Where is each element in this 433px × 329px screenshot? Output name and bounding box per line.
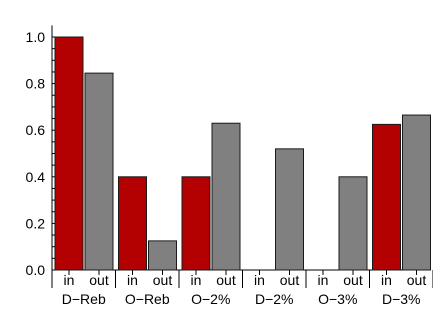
y-tick-label: 0.4	[26, 169, 46, 185]
y-tick-label: 0.8	[26, 76, 46, 92]
bar-label: out	[89, 272, 109, 288]
bar-label: out	[153, 272, 173, 288]
bar-in	[181, 176, 211, 271]
bar-label: out	[407, 272, 427, 288]
bar-label: in	[318, 272, 329, 288]
bar-out	[84, 72, 114, 271]
bar-label: in	[191, 272, 202, 288]
bar-label: in	[381, 272, 392, 288]
bar-label: in	[64, 272, 75, 288]
y-tick-label: 0.2	[26, 215, 46, 231]
bar-label: out	[280, 272, 300, 288]
bar-label: in	[127, 272, 138, 288]
bar-out	[148, 240, 177, 271]
bar-label: out	[343, 272, 363, 288]
bar-label: in	[254, 272, 265, 288]
category-label: D−Reb	[62, 291, 106, 307]
bar-label: out	[216, 272, 236, 288]
category-label: D−2%	[255, 291, 294, 307]
bars	[54, 36, 431, 271]
category-label: D−3%	[382, 291, 421, 307]
bar-out	[211, 122, 241, 271]
y-tick-label: 0.0	[26, 262, 46, 278]
bar-in	[372, 123, 401, 271]
bar-out	[275, 148, 304, 271]
bar-out	[402, 114, 431, 271]
y-tick-label: 0.6	[26, 122, 46, 138]
bar-in	[118, 176, 147, 271]
bar-out	[338, 176, 368, 271]
category-label: O−2%	[191, 291, 230, 307]
category-label: O−3%	[318, 291, 357, 307]
bar-in	[54, 36, 84, 271]
category-label: O−Reb	[125, 291, 170, 307]
y-tick-label: 1.0	[26, 29, 46, 45]
